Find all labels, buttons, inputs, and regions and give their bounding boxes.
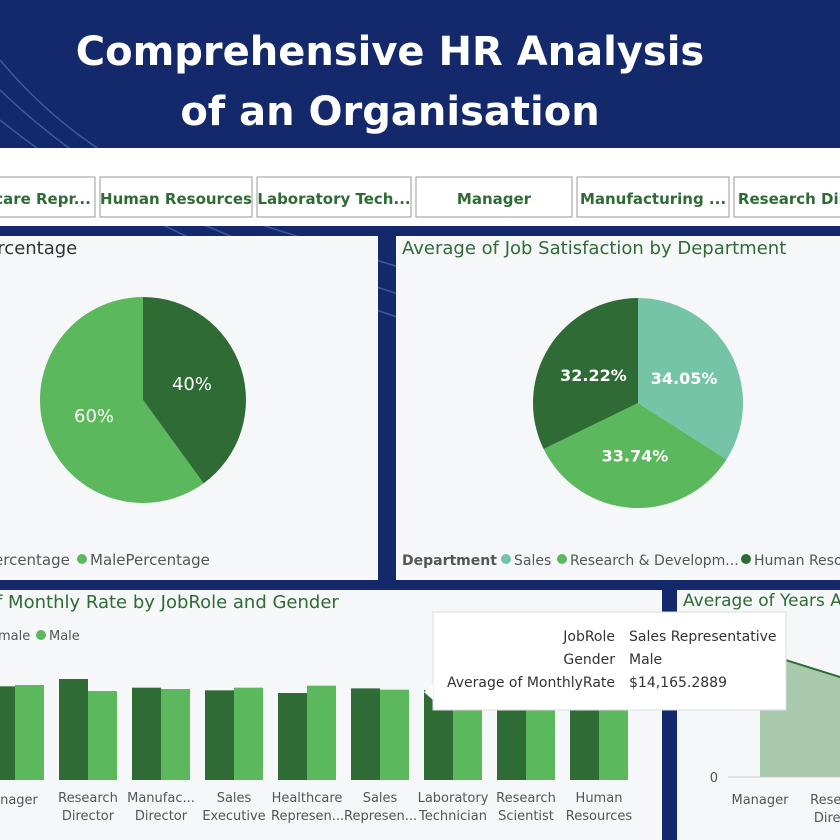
tooltip-box bbox=[432, 611, 787, 711]
bar bbox=[307, 685, 336, 780]
x-tick-label: Sales Represen... bbox=[344, 791, 418, 824]
legend-label: male bbox=[0, 629, 30, 644]
slicer-button[interactable] bbox=[256, 176, 412, 218]
y-tick-label: 0 bbox=[710, 771, 718, 786]
chart-title: Average of Years A bbox=[683, 591, 840, 611]
legend-title: Department bbox=[402, 553, 497, 569]
pie-slice bbox=[39, 297, 204, 503]
tooltip-arrow bbox=[424, 684, 433, 700]
legend-dot bbox=[36, 630, 46, 640]
x-tick-label: Human Resources bbox=[565, 791, 633, 824]
x-tick-label: Research Director bbox=[810, 793, 840, 826]
chart-title: Average of Job Satisfaction by Departmen… bbox=[402, 238, 786, 259]
bar bbox=[234, 687, 263, 780]
bar bbox=[59, 679, 88, 780]
tooltip-key: JobRole bbox=[562, 629, 615, 645]
slicer-label: Research Dir bbox=[738, 190, 840, 208]
slicer-label: Laboratory Tech... bbox=[257, 190, 410, 208]
legend-dot bbox=[77, 554, 87, 564]
tooltip-key: Average of MonthlyRate bbox=[447, 675, 615, 691]
legend-label: Human Reso bbox=[754, 553, 840, 569]
slicer-button[interactable] bbox=[99, 176, 253, 218]
tooltip-key: Gender bbox=[563, 652, 615, 668]
pie-slice bbox=[543, 403, 727, 508]
legend-label: ercentage bbox=[0, 551, 70, 569]
tooltip-value: $14,165.2889 bbox=[629, 675, 727, 691]
pie-slice bbox=[143, 297, 246, 484]
bar bbox=[88, 691, 117, 780]
bar bbox=[380, 689, 409, 780]
x-tick-label: Healthcare Represen... bbox=[271, 791, 345, 824]
pie-slice bbox=[533, 298, 638, 449]
bar bbox=[15, 684, 44, 780]
data-label: 34.05% bbox=[651, 369, 718, 388]
slicer-button[interactable] bbox=[733, 176, 840, 218]
chart-title: f Monthly Rate by JobRole and Gender bbox=[0, 592, 339, 613]
x-tick-label: Research Scientist bbox=[496, 791, 556, 824]
x-tick-label: Sales Executive bbox=[202, 791, 266, 824]
data-label: 60% bbox=[74, 406, 114, 427]
x-tick-label: Manufac... Director bbox=[127, 791, 195, 824]
x-tick-label: anager bbox=[0, 793, 38, 808]
chart-title: Percentage bbox=[0, 238, 77, 259]
legend-label: Male bbox=[49, 629, 80, 644]
bar bbox=[351, 688, 380, 780]
legend-dot bbox=[501, 554, 511, 564]
x-tick-label: Laboratory Technician bbox=[417, 791, 489, 824]
slicer-label: Manufacturing ... bbox=[580, 190, 726, 208]
legend-label: MalePercentage bbox=[90, 551, 210, 569]
data-label: 40% bbox=[172, 374, 212, 395]
x-tick-label: Research Director bbox=[58, 791, 118, 824]
bar bbox=[0, 686, 15, 780]
legend-label: Sales bbox=[514, 553, 551, 569]
bar bbox=[161, 689, 190, 780]
legend-dot bbox=[557, 554, 567, 564]
slicer-button[interactable] bbox=[415, 176, 573, 218]
slicer-button[interactable] bbox=[576, 176, 730, 218]
data-label: 33.74% bbox=[602, 446, 669, 465]
legend-dot bbox=[741, 554, 751, 564]
bar bbox=[205, 690, 234, 780]
tooltip-value: Male bbox=[629, 652, 662, 668]
pie-slice bbox=[638, 298, 743, 460]
slicer-label: Human Resources bbox=[100, 190, 252, 208]
slicer-label: Manager bbox=[457, 190, 532, 208]
bar bbox=[278, 693, 307, 780]
slicer-button[interactable] bbox=[0, 176, 96, 218]
bar bbox=[132, 687, 161, 780]
x-tick-label: Manager bbox=[731, 793, 789, 808]
page-title: Comprehensive HR Analysis of an Organisa… bbox=[75, 29, 705, 135]
legend-label: Research & Developm... bbox=[570, 553, 739, 569]
data-label: 32.22% bbox=[560, 366, 627, 385]
tooltip-value: Sales Representative bbox=[629, 629, 777, 645]
slicer-label: care Repr... bbox=[0, 190, 91, 208]
